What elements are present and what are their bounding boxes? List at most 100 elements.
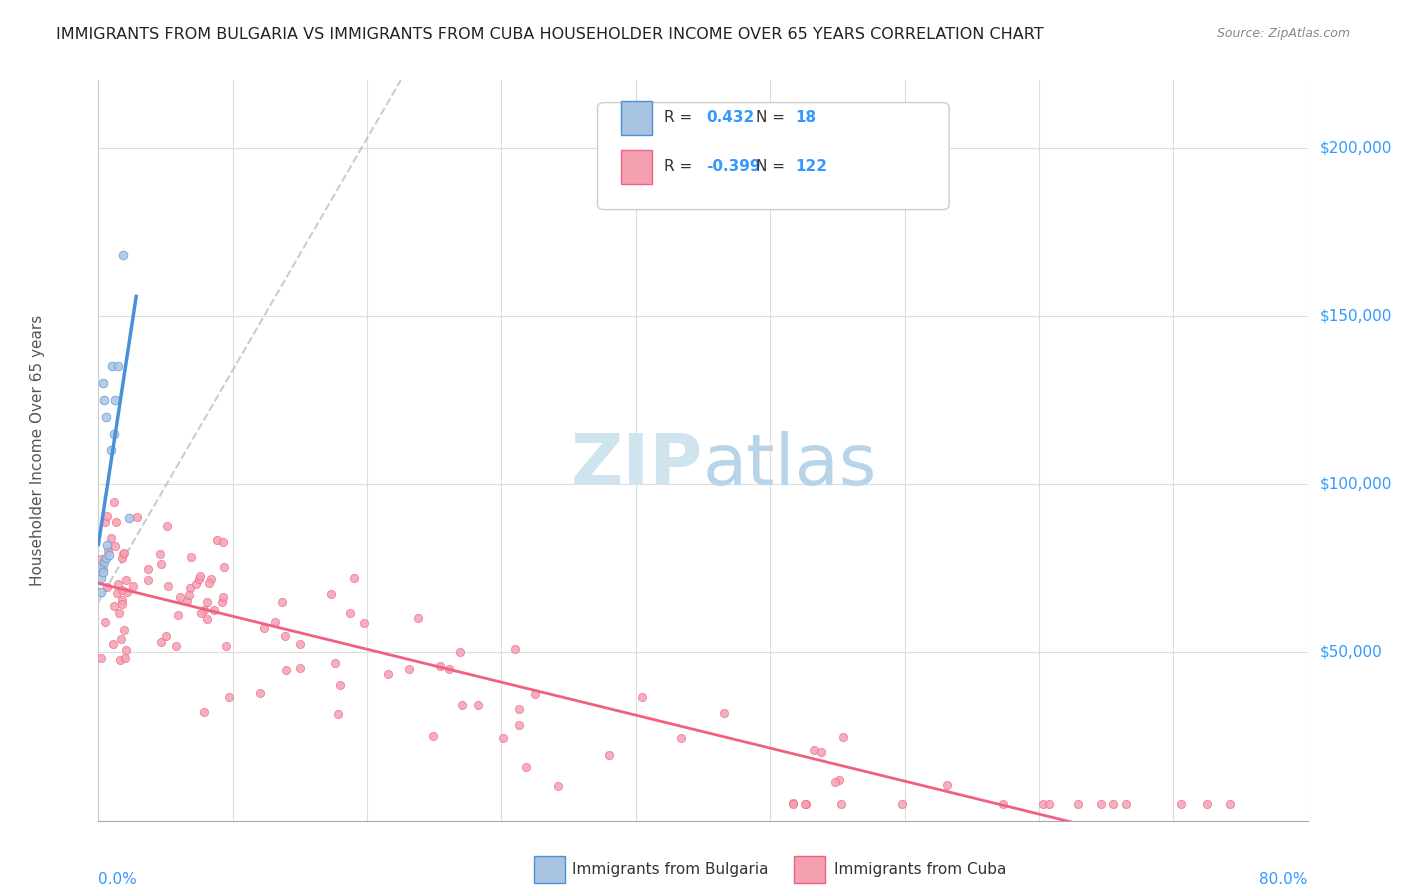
Point <box>188 568 211 582</box>
Point <box>97 544 120 558</box>
Point <box>188 572 211 586</box>
Point <box>215 639 238 653</box>
Point <box>111 248 134 262</box>
Point <box>125 509 148 524</box>
Point <box>1115 797 1137 811</box>
Point <box>108 653 131 667</box>
Point <box>103 495 125 509</box>
Point <box>891 797 914 811</box>
Point <box>211 534 233 549</box>
Point <box>1219 797 1241 811</box>
Point <box>94 515 117 529</box>
Point <box>100 531 122 545</box>
Point <box>114 643 136 657</box>
Point <box>90 651 112 665</box>
Point <box>406 611 429 625</box>
Point <box>810 745 832 759</box>
Point <box>1032 797 1054 811</box>
Point <box>1067 797 1090 811</box>
Point <box>96 538 118 552</box>
Point <box>207 533 229 547</box>
Point <box>218 690 240 704</box>
Point <box>169 590 191 604</box>
Text: ZIP: ZIP <box>571 431 703 500</box>
Point <box>150 558 173 572</box>
Point <box>89 561 111 575</box>
Point <box>193 603 215 617</box>
Point <box>288 637 311 651</box>
Point <box>101 359 124 374</box>
Point <box>211 590 233 604</box>
Text: 122: 122 <box>796 159 828 174</box>
Point <box>96 580 118 594</box>
Point <box>105 515 128 529</box>
Point <box>329 678 352 692</box>
Point <box>112 547 135 561</box>
Point <box>112 546 135 560</box>
Point <box>107 577 129 591</box>
Point <box>377 667 399 681</box>
Point <box>98 548 121 562</box>
Text: 0.0%: 0.0% <box>98 872 138 888</box>
Point <box>114 573 136 587</box>
Text: 18: 18 <box>796 110 817 125</box>
Point <box>325 657 347 671</box>
Point <box>100 443 122 458</box>
Point <box>547 779 569 793</box>
Point <box>110 598 132 612</box>
Text: $150,000: $150,000 <box>1320 309 1392 323</box>
Point <box>274 629 297 643</box>
Point <box>91 561 114 575</box>
Point <box>782 797 804 811</box>
Point <box>824 775 846 789</box>
Point <box>108 607 131 621</box>
Text: Immigrants from Cuba: Immigrants from Cuba <box>834 863 1007 877</box>
Point <box>111 593 134 607</box>
Point <box>94 551 117 566</box>
Point <box>90 571 112 585</box>
Text: N =: N = <box>756 159 790 174</box>
Point <box>195 612 218 626</box>
Point <box>212 559 235 574</box>
Point <box>190 606 212 620</box>
Text: N =: N = <box>756 110 790 125</box>
Point <box>105 586 128 600</box>
Point <box>271 595 294 609</box>
Point <box>179 588 201 602</box>
Point <box>793 797 815 811</box>
Point <box>101 637 124 651</box>
Point <box>149 635 172 649</box>
Point <box>264 615 287 629</box>
Point <box>195 594 218 608</box>
Point <box>103 426 125 441</box>
Text: atlas: atlas <box>703 431 877 500</box>
Point <box>429 658 451 673</box>
Point <box>803 743 825 757</box>
Point <box>631 690 654 704</box>
Point <box>343 570 366 584</box>
Point <box>114 651 136 665</box>
Point <box>96 509 118 524</box>
Point <box>112 623 135 637</box>
Point <box>353 616 375 631</box>
Point <box>437 662 460 676</box>
Point <box>115 584 138 599</box>
Point <box>156 518 179 533</box>
Point <box>398 661 420 675</box>
Point <box>936 778 959 792</box>
Point <box>319 587 342 601</box>
Point <box>492 731 515 746</box>
Text: $200,000: $200,000 <box>1320 140 1392 155</box>
Point <box>118 510 141 524</box>
Point <box>155 629 177 643</box>
Point <box>467 698 489 712</box>
Point <box>103 599 125 613</box>
Text: 0.432: 0.432 <box>706 110 754 125</box>
Point <box>524 687 547 701</box>
Point <box>165 639 187 653</box>
Point <box>202 603 225 617</box>
Point <box>326 706 349 721</box>
Point <box>828 772 851 787</box>
Point <box>104 539 127 553</box>
Point <box>508 718 530 732</box>
